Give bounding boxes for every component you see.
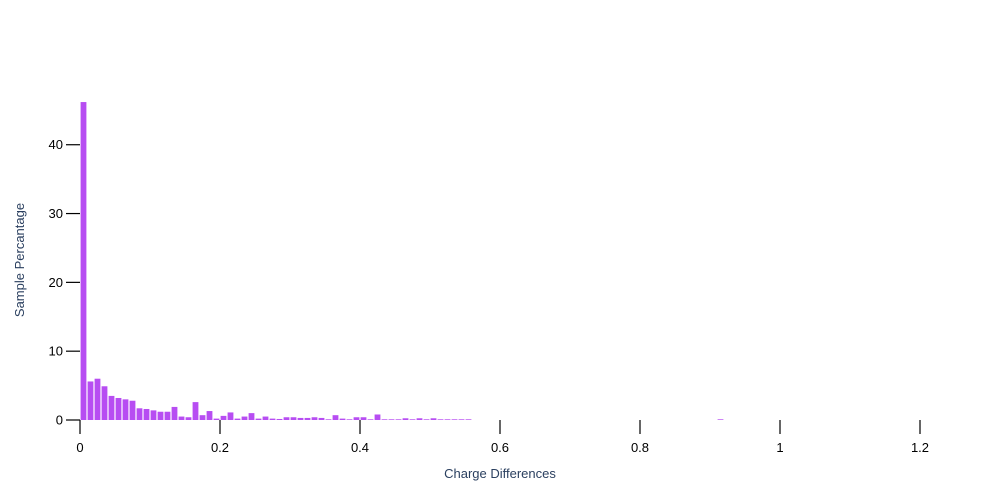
histogram-bar [304,417,311,420]
histogram-bar [122,399,129,420]
bars-layer [80,102,724,420]
histogram-bar [388,419,395,420]
y-tick-label: 40 [49,137,63,152]
histogram-bar [108,395,115,420]
histogram-bar [206,411,213,420]
x-tick-label: 1.2 [911,440,929,455]
histogram-bar [80,102,87,420]
x-tick-label: 0 [76,440,83,455]
histogram-bar [157,411,164,420]
histogram-bar [87,381,94,420]
histogram-bar [465,419,472,420]
histogram-bar [171,406,178,420]
histogram-bar [136,408,143,420]
histogram-bar [213,418,220,420]
histogram-bar [437,419,444,420]
y-tick-label: 0 [56,413,63,428]
histogram-bar [423,419,430,420]
histogram-bar [283,417,290,420]
histogram-bar [143,408,150,420]
histogram-bar [297,417,304,420]
histogram-bar [262,416,269,420]
x-tick-label: 0.4 [351,440,369,455]
histogram-bar [276,418,283,420]
histogram-bar [332,415,339,420]
histogram-bar [381,419,388,420]
y-axis: 0 10 20 30 40 [49,137,80,428]
y-tick-label: 20 [49,275,63,290]
histogram-bar [185,417,192,420]
histogram-bar [444,419,451,420]
histogram-bar [458,419,465,420]
histogram-bar [367,419,374,420]
histogram-bar [150,410,157,420]
y-tick-label: 10 [49,344,63,359]
x-tick-label: 0.8 [631,440,649,455]
histogram-bar [339,418,346,420]
histogram-bar [248,413,255,420]
histogram-bar [311,417,318,420]
x-tick-label: 0.6 [491,440,509,455]
histogram-bar [346,419,353,420]
histogram-bar [402,418,409,420]
histogram-bar [164,411,171,420]
histogram-bar [409,419,416,420]
histogram-bar [129,400,136,420]
histogram-bar [451,419,458,420]
histogram-bar [360,417,367,420]
histogram-bar [101,386,108,420]
histogram-bar [94,378,101,420]
histogram-bar [717,419,724,420]
histogram-bar [234,418,241,420]
x-tick-label: 0.2 [211,440,229,455]
x-axis: 0 0.2 0.4 0.6 0.8 1 1.2 [76,420,929,455]
histogram-bar [374,414,381,420]
histogram-bar [353,417,360,420]
histogram-bar [192,402,199,420]
x-tick-label: 1 [776,440,783,455]
y-axis-title: Sample Percantage [12,203,27,317]
histogram-bar [430,418,437,420]
histogram-bar [227,412,234,420]
histogram-bar [325,419,332,420]
histogram-bar [269,418,276,420]
histogram-bar [255,418,262,420]
histogram-bar [178,416,185,420]
histogram-bar [416,418,423,420]
histogram-bar [241,416,248,420]
histogram-bar [220,415,227,420]
histogram-bar [199,415,206,420]
histogram-bar [395,419,402,420]
histogram-bar [290,417,297,420]
y-tick-label: 30 [49,206,63,221]
histogram-bar [318,417,325,420]
histogram-bar [115,397,122,420]
x-axis-title: Charge Differences [444,466,556,481]
